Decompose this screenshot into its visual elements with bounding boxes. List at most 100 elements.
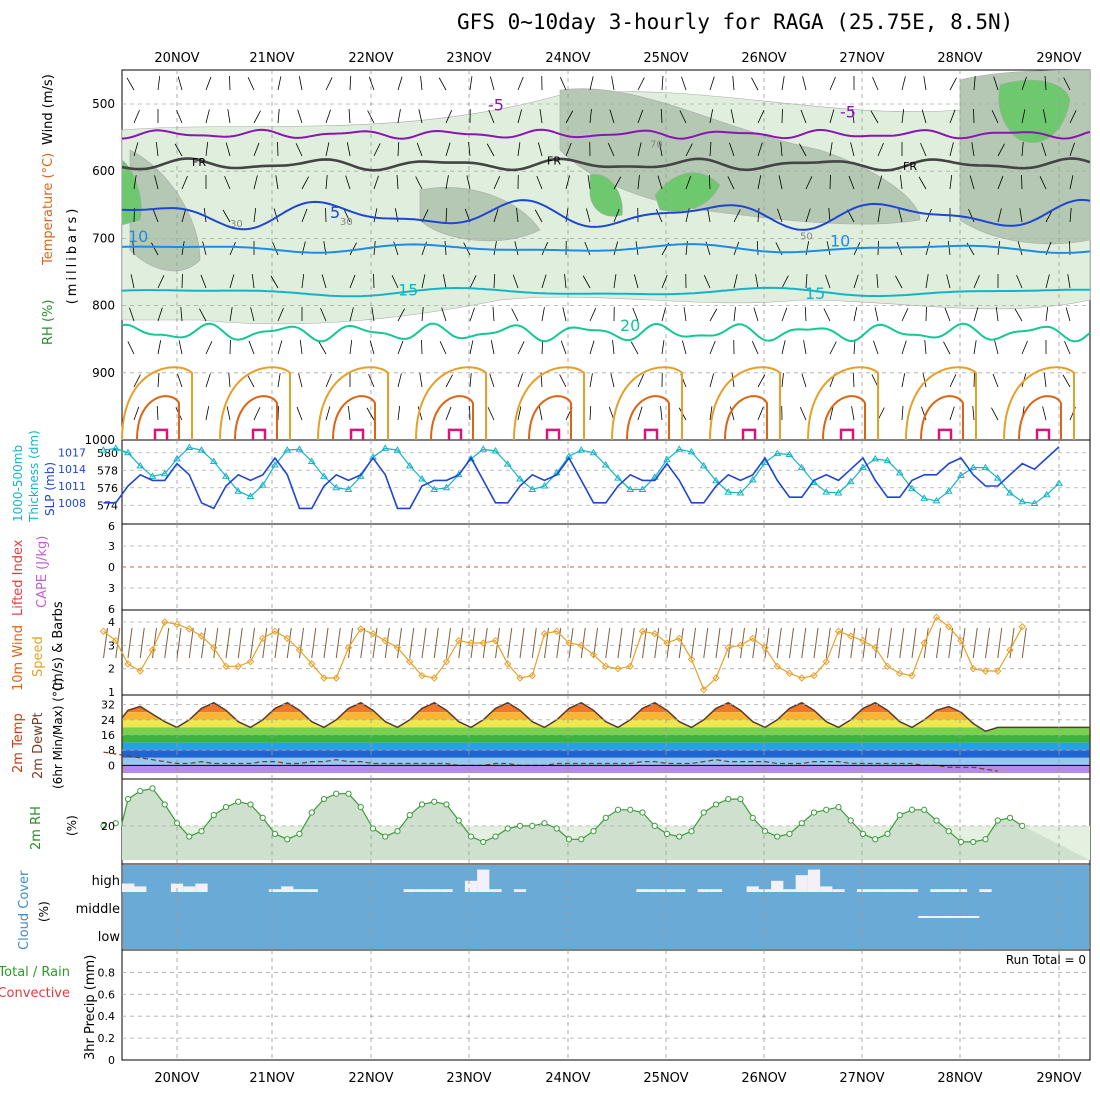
wind-barb: [715, 627, 721, 659]
wind-marker: [932, 613, 941, 622]
rh-marker: [222, 804, 230, 811]
barb: [200, 274, 207, 289]
wind-barb: [335, 627, 341, 659]
barb: [277, 76, 282, 91]
rh-marker: [431, 798, 438, 805]
barb: [633, 274, 639, 289]
rh-marker: [651, 822, 658, 829]
rh-marker: [921, 806, 928, 813]
temp-contour-35: [447, 428, 463, 440]
thickness-marker: [883, 456, 892, 464]
barb: [660, 108, 663, 124]
barb: [661, 340, 665, 355]
wind-barb: [936, 627, 941, 659]
rh-marker: [492, 833, 499, 840]
cloud-high-bar: [807, 869, 821, 892]
thickness-marker: [920, 494, 929, 501]
barb: [709, 373, 715, 388]
barb: [805, 208, 811, 223]
cloud-high-bar: [979, 889, 992, 892]
wind-barb: [825, 627, 831, 659]
temp-contour-25: [807, 366, 879, 441]
wind-barb: [911, 627, 917, 659]
rh-marker: [137, 787, 144, 795]
barb: [971, 142, 975, 157]
wind-marker: [638, 627, 647, 636]
temp-contour-25: [513, 366, 585, 441]
barb: [757, 374, 766, 388]
temp-band: [122, 750, 1090, 758]
axis-label-group: 1000-500mb: [11, 445, 25, 522]
barb: [301, 208, 308, 223]
barb: [445, 142, 451, 157]
barb: [995, 307, 999, 322]
barb: [589, 308, 597, 322]
barb: [901, 76, 906, 91]
wind-barb: [311, 627, 317, 659]
rh-marker: [369, 825, 377, 832]
wind-marker: [1006, 646, 1014, 654]
barb: [349, 274, 356, 289]
day-label-top: 22NOV: [348, 51, 393, 66]
barb: [253, 175, 258, 190]
temp-contour-35: [349, 428, 365, 440]
barb: [637, 109, 644, 124]
wind-barb: [642, 627, 647, 659]
barb: [877, 142, 884, 157]
rh-marker: [859, 830, 867, 837]
thickness-tick: 574: [97, 499, 118, 512]
day-label-top: 21NOV: [249, 51, 294, 66]
barb: [751, 77, 759, 91]
barb: [541, 274, 547, 289]
barb: [321, 274, 327, 289]
barb: [1016, 274, 1023, 289]
barb: [541, 339, 544, 355]
thickness-marker: [111, 444, 120, 451]
wind-barb: [188, 627, 194, 659]
barb: [751, 341, 759, 355]
contour-label: 10: [830, 231, 850, 250]
rh-marker: [235, 798, 242, 805]
barb: [133, 109, 140, 124]
wind-barb: [666, 627, 672, 659]
barb: [493, 273, 496, 289]
rh-marker: [357, 804, 364, 811]
barb: [247, 374, 255, 388]
thickness-marker: [442, 483, 451, 491]
thickness-marker: [663, 455, 671, 463]
thickness-marker: [822, 488, 831, 495]
temp-contour-35: [839, 428, 855, 440]
rh-marker: [284, 836, 291, 843]
temp-band: [122, 719, 1090, 728]
wind-marker: [883, 662, 892, 671]
thickness-marker: [418, 475, 426, 482]
temp-contour-30: [822, 395, 866, 441]
cloud-mid-bar: [942, 916, 955, 918]
rh-marker: [798, 820, 805, 827]
wind-marker: [320, 674, 328, 682]
wind-barb: [948, 627, 954, 659]
barb: [851, 406, 855, 421]
wind-barb: [1021, 627, 1027, 659]
slp-tick: 1008: [58, 497, 86, 510]
barb: [683, 307, 687, 322]
barb: [727, 176, 735, 190]
wind-marker: [920, 639, 928, 647]
barb: [420, 76, 423, 91]
rh-marker: [467, 833, 475, 840]
barb: [229, 241, 236, 256]
barb: [584, 241, 591, 256]
thickness-marker: [1042, 490, 1051, 498]
barb: [565, 208, 569, 223]
barb: [205, 341, 213, 355]
rh-marker: [406, 812, 413, 819]
barb: [756, 240, 759, 256]
rh-marker: [688, 828, 695, 835]
axis-label-group: (m/s) & Barbs: [51, 601, 66, 691]
wind-barb: [703, 627, 709, 659]
freezing-line: [121, 157, 1091, 172]
barb: [853, 274, 859, 289]
cloud-mid-bar: [954, 916, 968, 918]
barb: [418, 109, 423, 124]
